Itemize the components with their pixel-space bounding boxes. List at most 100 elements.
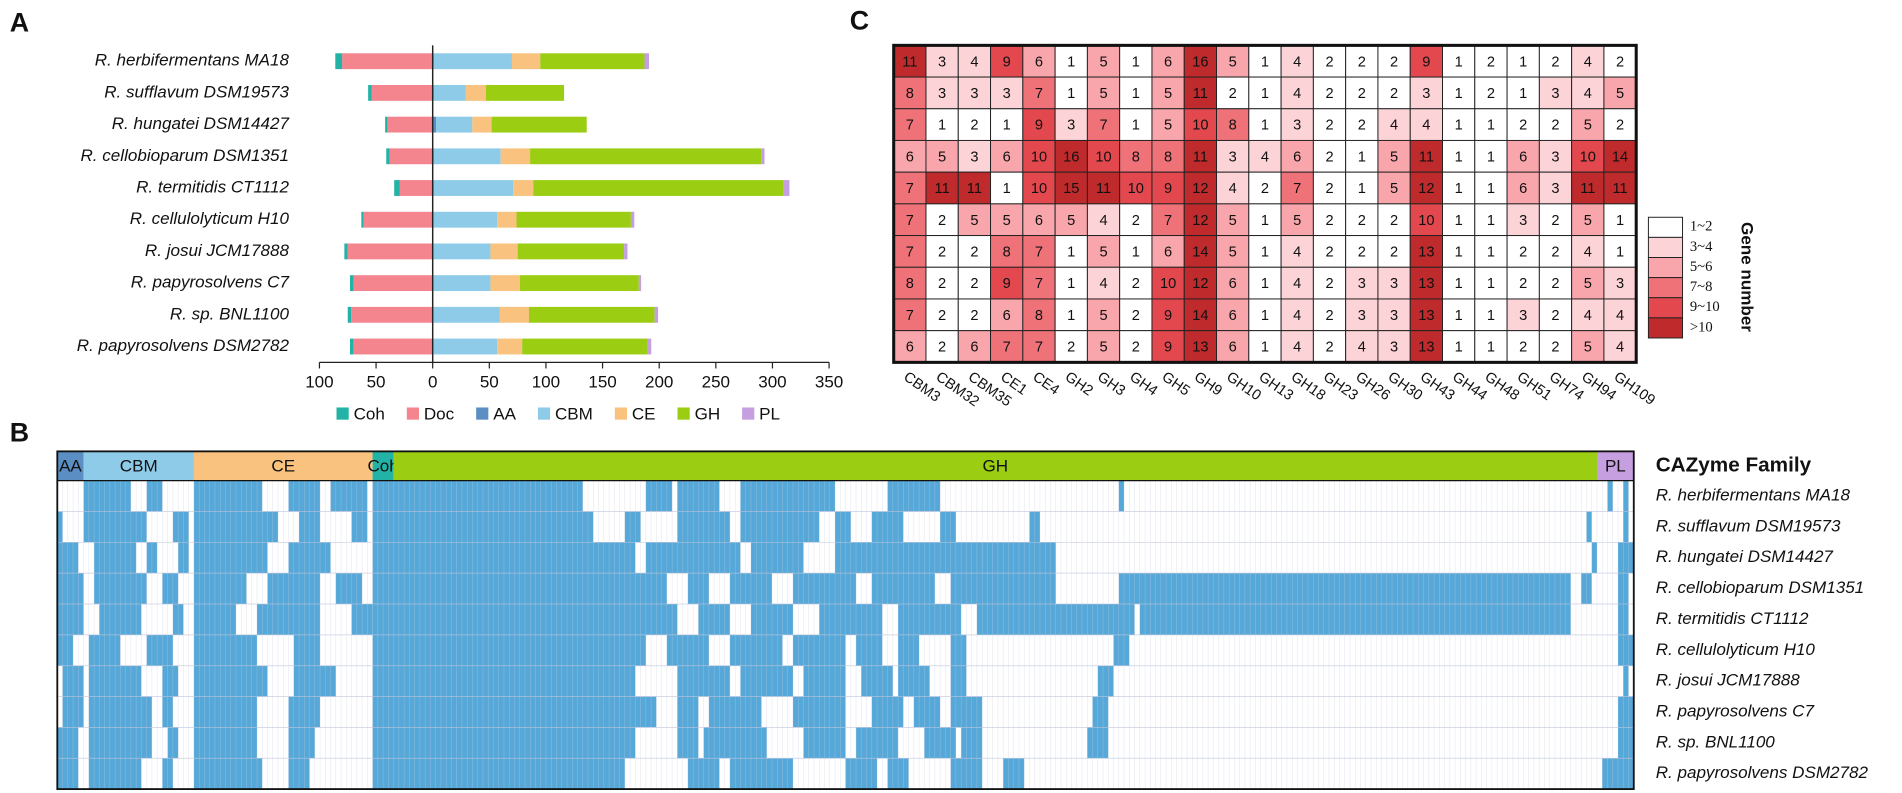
presence-cell <box>57 604 84 635</box>
cell-value: 12 <box>1192 276 1208 292</box>
bar-segment <box>638 275 642 292</box>
heat-cell <box>1377 171 1411 205</box>
bar-segment <box>363 211 433 228</box>
x-tick-label: 0 <box>428 373 437 392</box>
bar-segment <box>353 338 433 355</box>
family-band <box>83 451 194 481</box>
family-label: CE <box>271 457 295 476</box>
row-label: R. cellulolyticum H10 <box>130 209 290 228</box>
heat-cell <box>1054 266 1088 300</box>
row-label: R. cellobioparum DSM1351 <box>1656 578 1864 597</box>
bar-segment <box>517 243 625 260</box>
cell-value: 3 <box>1390 340 1398 356</box>
cell-value: 1 <box>1358 181 1366 197</box>
presence-cell <box>856 634 883 666</box>
legend-title: CAZyme Family <box>1656 453 1812 476</box>
bar-segment <box>516 211 631 228</box>
row-label: R. papyrosolvens C7 <box>1656 701 1815 720</box>
panel-label: C <box>850 5 869 35</box>
family-band <box>193 451 373 481</box>
cell-value: 2 <box>1132 308 1140 324</box>
presence-cell <box>1628 758 1634 790</box>
family-label: GH <box>983 457 1009 476</box>
cell-value: 1 <box>1616 244 1624 260</box>
bar-segment <box>540 53 645 70</box>
heat-cell <box>1442 330 1476 363</box>
cell-value: 16 <box>1192 54 1208 70</box>
cell-value: 3 <box>1003 86 1011 102</box>
heat-cell <box>1151 108 1185 141</box>
legend-label: GH <box>695 404 721 423</box>
heat-cell <box>1248 76 1282 110</box>
bar-segment <box>387 116 433 133</box>
presence-cell <box>1623 480 1629 512</box>
cell-value: 2 <box>1229 86 1237 102</box>
cell-value: 7 <box>1099 118 1107 134</box>
presence-cell <box>1623 511 1629 543</box>
heat-cell <box>1506 139 1540 173</box>
presence-cell <box>940 511 956 543</box>
cell-value: 2 <box>1325 149 1333 165</box>
cell-value: 5 <box>970 213 978 229</box>
bar-segment <box>432 306 500 323</box>
heat-cell <box>1603 330 1637 363</box>
legend-swatch <box>1647 216 1684 238</box>
cell-value: 4 <box>1616 308 1624 324</box>
cell-value: 6 <box>1229 308 1237 324</box>
cell-value: 5 <box>1099 244 1107 260</box>
heat-cell <box>1151 235 1185 268</box>
heat-cell <box>1474 203 1508 237</box>
cell-value: 9 <box>1422 54 1430 70</box>
bar-segment <box>433 84 466 101</box>
cell-value: 10 <box>1418 213 1434 229</box>
cell-value: 1 <box>1455 149 1463 165</box>
cell-value: 11 <box>1193 149 1208 165</box>
cell-value: 1 <box>1261 86 1269 102</box>
cell-value: 10 <box>1160 276 1176 292</box>
cell-value: 5 <box>1164 118 1172 134</box>
cell-value: 8 <box>1132 149 1140 165</box>
bar-segment <box>513 180 534 196</box>
cell-value: 6 <box>1003 149 1011 165</box>
cell-value: 1 <box>1067 54 1075 70</box>
bar-segment <box>511 53 541 70</box>
family-label: AA <box>59 457 82 476</box>
bar-segment <box>432 338 498 355</box>
cell-value: 2 <box>1390 213 1398 229</box>
cell-value: 1 <box>1455 54 1463 70</box>
legend-label: CBM <box>555 404 593 423</box>
cell-value: 1 <box>938 118 946 134</box>
x-tick-label: 350 <box>815 373 843 392</box>
heat-cell <box>1603 108 1637 141</box>
cell-value: 2 <box>1132 213 1140 229</box>
cell-value: 3 <box>1390 276 1398 292</box>
cell-value: 2 <box>1325 181 1333 197</box>
cell-value: 6 <box>1035 213 1043 229</box>
bar-segment <box>351 306 433 323</box>
cell-value: 9 <box>1003 54 1011 70</box>
bar-segment <box>624 243 628 260</box>
cell-value: 9 <box>1164 181 1172 197</box>
heat-cell <box>1506 171 1540 205</box>
cell-value: 5 <box>1584 276 1592 292</box>
cell-value: 2 <box>1519 340 1527 356</box>
cell-value: 9 <box>1164 308 1172 324</box>
presence-cell <box>913 696 941 728</box>
cell-value: 3 <box>1519 213 1527 229</box>
cell-value: 4 <box>1099 213 1107 229</box>
presence-cell <box>57 511 63 543</box>
heat-cell <box>1151 139 1185 173</box>
presence-cell <box>172 511 189 543</box>
bar-segment <box>485 84 565 101</box>
bar-segment <box>528 306 655 323</box>
heat-cell <box>990 330 1024 363</box>
x-tick-label: 50 <box>480 373 499 392</box>
legend-label: PL <box>759 404 780 423</box>
x-tick-label: 200 <box>645 373 673 392</box>
bar-segment <box>490 243 518 260</box>
bar-segment <box>432 116 437 133</box>
row-label: R. papyrosolvens DSM2782 <box>77 336 290 355</box>
cell-value: 6 <box>1035 54 1043 70</box>
heat-cell <box>1022 139 1056 173</box>
